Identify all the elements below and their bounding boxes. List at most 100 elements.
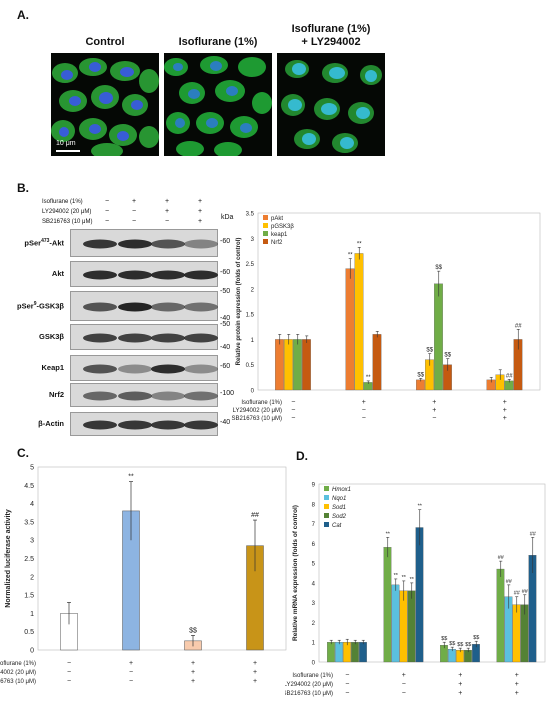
y-tick-label: 2 [30, 574, 34, 581]
y-tick-label: 1 [312, 641, 316, 647]
y-tick-label: 4 [312, 581, 316, 587]
blot-strip [70, 261, 218, 287]
y-axis-label: Relative protein expression (folds of co… [236, 238, 242, 366]
bar [399, 590, 408, 663]
blot-band [118, 333, 152, 343]
treatment-symbol: − [345, 672, 349, 679]
treatment-symbol: + [458, 690, 462, 697]
significance-mark: ** [357, 241, 362, 247]
treatment-symbol: + [515, 672, 519, 679]
treatment-symbol: + [362, 399, 366, 406]
treatment-label: SB216763 (10 μM) [0, 679, 36, 685]
treatment-symbol: + [458, 681, 462, 688]
blot-band [83, 333, 117, 343]
legend-entry: Sod2 [332, 514, 347, 520]
treatment-symbol: − [129, 678, 133, 685]
blot-bands [83, 420, 218, 430]
treatment-label: LY294002 (20 μM) [233, 408, 282, 414]
treatment-symbol: + [503, 407, 507, 414]
kda-marker: -40 [220, 344, 231, 351]
y-tick-label: 3.5 [24, 519, 34, 526]
legend-entry: Hmox1 [332, 487, 351, 493]
blot-row-label: Akt [51, 269, 64, 278]
treatment-symbol: + [402, 672, 406, 679]
treatment-symbol: − [402, 681, 406, 688]
treatment-symbol: + [515, 681, 519, 688]
legend-swatch [263, 239, 268, 244]
treatment-symbol: − [345, 690, 349, 697]
legend-swatch [324, 513, 329, 518]
blot-band [83, 391, 117, 401]
blot-bands [83, 333, 218, 343]
treatment-symbol: + [253, 669, 257, 676]
bar [383, 547, 392, 663]
blot-band [151, 270, 185, 280]
y-tick-label: 5 [312, 562, 316, 568]
blot-row-label: β-Actin [38, 419, 64, 428]
bar [302, 339, 311, 391]
significance-mark: ** [418, 504, 423, 510]
kda-marker: -60 [220, 238, 231, 245]
blot-band [83, 420, 117, 430]
blot-band [151, 333, 185, 343]
treatment-label: SB216763 (10 μM) [285, 691, 333, 697]
blot-band [118, 391, 152, 401]
blot-band [118, 270, 152, 280]
treatment-symbol: + [191, 678, 195, 685]
bar [351, 642, 359, 663]
significance-mark: $$ [441, 636, 447, 642]
significance-mark: ** [410, 577, 415, 583]
treatment-symbol: − [67, 660, 71, 667]
blot-band [151, 239, 185, 249]
treatment-symbol: − [67, 678, 71, 685]
blot-band [151, 364, 185, 374]
legend-swatch [324, 495, 329, 500]
y-tick-label: 5 [30, 465, 34, 472]
scale-bar-label: 10 μm [56, 140, 76, 147]
blot-bands [83, 302, 218, 312]
bar [391, 584, 400, 663]
micrograph-isoflurane-cells [164, 56, 272, 156]
treatment-symbol: + [515, 690, 519, 697]
treatment-label: LY294002 (20 μM) [285, 682, 333, 688]
treatment-symbol: + [191, 669, 195, 676]
blot-strip [70, 291, 218, 321]
blot-band [184, 420, 218, 430]
blot-band [83, 270, 117, 280]
significance-mark: ## [514, 591, 521, 597]
y-tick-label: 3 [312, 601, 316, 607]
treatment-symbol: + [458, 672, 462, 679]
significance-mark: ## [522, 589, 529, 595]
treatment-symbol: + [129, 660, 133, 667]
micrograph-isoflurane [164, 53, 272, 156]
blot-treatment-symbol: + [131, 198, 137, 205]
y-tick-label: 1 [251, 338, 255, 344]
y-tick-label: 3 [251, 237, 255, 243]
blot-band [118, 364, 152, 374]
significance-mark: $$ [435, 265, 442, 271]
bar [335, 642, 343, 663]
y-axis-label: Relative mRNA expression (folds of contr… [292, 505, 299, 641]
blot-treatment-symbol: − [164, 218, 170, 225]
y-tick-label: 0 [251, 389, 255, 395]
treatment-symbol: − [291, 399, 295, 406]
blot-treatment-symbol: + [197, 208, 203, 215]
blot-treatment-symbol: + [164, 208, 170, 215]
blot-row-label: pSer473-Akt [24, 238, 64, 248]
treatment-symbol: − [291, 415, 295, 422]
panel-label-a: A. [17, 8, 29, 22]
y-axis-label: Normalized luciferase activity [5, 509, 12, 608]
blot-row-label: Keap1 [41, 363, 64, 372]
treatment-symbol: + [432, 407, 436, 414]
treatment-symbol: + [503, 415, 507, 422]
bar [343, 642, 351, 663]
y-tick-label: 0.5 [246, 363, 255, 369]
bar [407, 590, 416, 663]
treatment-label: Isoflurane (1%) [292, 673, 333, 679]
legend-entry: Sod1 [332, 505, 346, 511]
kda-marker: -50 [220, 288, 231, 295]
treatment-symbol: + [253, 660, 257, 667]
plot-area [257, 212, 541, 391]
treatment-symbol: + [503, 399, 507, 406]
blot-band [184, 302, 218, 312]
